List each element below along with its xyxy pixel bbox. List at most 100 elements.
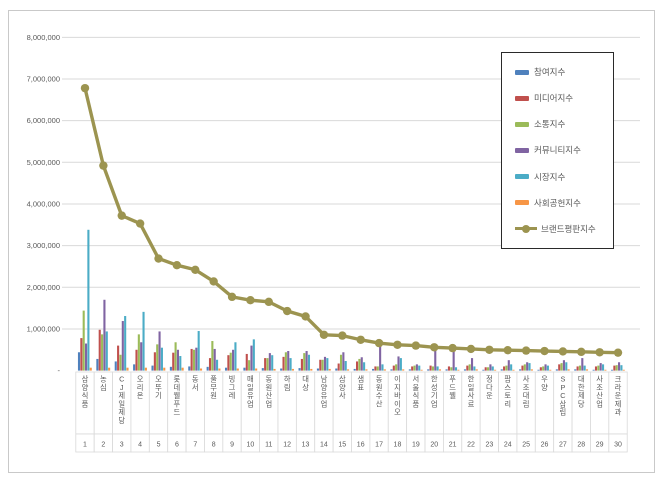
bar-community-index — [250, 345, 253, 371]
bar-social-contribution-index — [585, 369, 589, 371]
marker-brand-reputation-index — [301, 312, 310, 321]
marker-brand-reputation-index — [374, 338, 384, 348]
bar-participation-index — [555, 369, 558, 371]
bar-media-index — [319, 359, 322, 371]
marker-brand-reputation-index — [503, 345, 512, 355]
bar-community-index — [379, 341, 382, 371]
bar-social-contribution-index — [163, 367, 166, 371]
bar-communication-index — [615, 365, 618, 371]
bar-media-index — [429, 365, 432, 371]
category-label: 유 — [247, 391, 254, 400]
category-label: 뚜 — [155, 383, 162, 392]
category-label: 원 — [265, 383, 272, 392]
bar-market-index — [197, 331, 200, 371]
bar-market-index — [160, 347, 163, 371]
bar-communication-index — [358, 358, 361, 371]
y-axis-tick-label: 4,000,000 — [27, 199, 60, 208]
bar-communication-index — [137, 334, 140, 371]
bar-social-contribution-index — [365, 369, 368, 371]
bar-social-contribution-index — [420, 369, 423, 371]
marker-brand-reputation-index — [264, 297, 273, 307]
bar-market-index — [601, 364, 605, 371]
bar-media-index — [466, 365, 469, 371]
bar-communication-index — [487, 367, 490, 371]
y-axis-tick-label: 7,000,000 — [27, 74, 60, 83]
legend-color-swatch-icon — [515, 69, 529, 75]
bar-social-contribution-index — [108, 367, 111, 371]
category-label: 하 — [284, 375, 291, 384]
bar-market-index — [454, 367, 458, 371]
rank-label: 30 — [614, 442, 622, 449]
category-label: 품 — [82, 399, 89, 408]
rank-label: 22 — [467, 442, 475, 449]
bar-media-index — [337, 363, 340, 371]
bar-participation-index — [390, 369, 393, 371]
category-label: 서 — [412, 375, 419, 384]
bar-social-contribution-index — [549, 369, 552, 371]
rank-label-cell — [608, 433, 628, 453]
category-label: 우 — [541, 375, 548, 384]
bar-social-contribution-index — [255, 368, 258, 371]
category-label: 표 — [357, 383, 364, 392]
rank-label: 18 — [394, 442, 402, 449]
category-label: 한 — [468, 375, 475, 384]
bar-media-index — [594, 366, 598, 371]
bar-social-contribution-index — [530, 369, 533, 371]
bar-social-contribution-index — [402, 369, 405, 371]
bar-communication-index — [303, 353, 306, 371]
legend-color-swatch-icon — [515, 200, 529, 206]
bar-communication-index — [229, 352, 232, 371]
bar-media-index — [521, 365, 524, 371]
bar-market-index — [473, 366, 476, 371]
marker-brand-reputation-index — [319, 330, 329, 339]
rank-label: 28 — [577, 442, 585, 449]
bar-market-index — [271, 355, 274, 371]
rank-label: 8 — [212, 442, 216, 449]
category-label: 푸 — [449, 375, 456, 384]
legend-line-swatch-icon — [515, 224, 537, 233]
bar-community-index — [213, 348, 216, 371]
bar-market-index — [234, 342, 237, 371]
rank-label: 9 — [230, 442, 234, 449]
bar-media-index — [135, 349, 138, 371]
legend-color-swatch-icon — [515, 121, 529, 127]
y-axis-tick-label: - — [58, 366, 61, 375]
category-label: 사 — [523, 375, 530, 384]
bar-social-contribution-index — [567, 369, 570, 371]
rank-label: 26 — [541, 442, 549, 449]
bar-communication-index — [560, 363, 563, 371]
category-label: 양 — [321, 383, 328, 392]
bar-market-index — [565, 362, 568, 371]
category-label: 일 — [468, 383, 475, 392]
bar-market-index — [546, 365, 549, 371]
category-label: J — [120, 383, 124, 392]
category-label: 산 — [596, 391, 603, 400]
bar-participation-index — [77, 352, 81, 371]
category-label: 업 — [247, 399, 254, 408]
category-label: 산 — [265, 391, 272, 400]
y-axis-tick-label: 6,000,000 — [27, 116, 60, 125]
bar-community-index — [176, 349, 179, 371]
marker-brand-reputation-index — [485, 345, 494, 354]
bar-social-contribution-index — [126, 367, 129, 371]
legend-item-media-index: 미디어지수 — [515, 91, 613, 105]
marker-brand-reputation-index — [191, 265, 200, 274]
category-label: 운 — [486, 391, 493, 400]
bar-participation-index — [335, 368, 338, 371]
bar-community-index — [489, 364, 492, 371]
category-label: 제 — [118, 408, 125, 417]
rank-label: 11 — [265, 442, 272, 449]
category-label: 푸 — [174, 399, 181, 408]
bar-community-index — [287, 351, 290, 371]
bar-participation-index — [169, 366, 172, 371]
legend-item-communication-index: 소통지수 — [515, 117, 613, 131]
bar-media-index — [613, 365, 616, 371]
bar-social-contribution-index — [604, 369, 607, 371]
legend-item-market-index: 시장지수 — [515, 170, 613, 184]
bar-market-index — [510, 364, 513, 371]
legend-label: 커뮤니티지수 — [534, 145, 581, 156]
bar-communication-index — [431, 366, 434, 371]
marker-brand-reputation-index — [227, 292, 237, 302]
bar-market-index — [344, 361, 347, 371]
category-label: 빙 — [229, 375, 236, 384]
